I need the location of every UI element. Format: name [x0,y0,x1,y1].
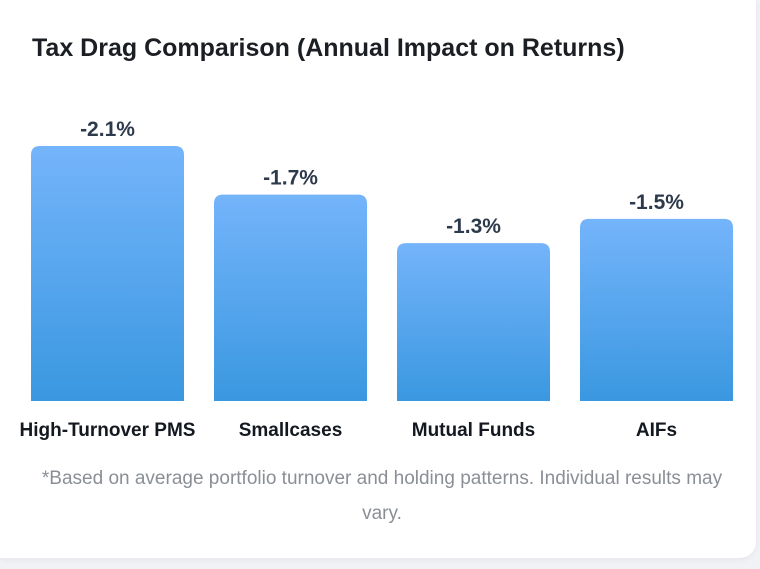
footnote: *Based on average portfolio turnover and… [41,468,723,524]
category-label-0: High-Turnover PMS [20,420,196,441]
category-label-1: Smallcases [239,420,343,441]
bar-0 [31,146,184,401]
value-label-2: -1.3% [446,215,501,238]
chart-title: Tax Drag Comparison (Annual Impact on Re… [32,34,625,62]
bar-chart: -2.1% High-Turnover PMS -1.7% Smallcases -1.… [20,118,733,441]
bars-group: -2.1% High-Turnover PMS -1.7% Smallcases -1.… [20,118,733,441]
category-label-3: AIFs [636,420,677,441]
bar-2 [397,243,550,401]
value-label-1: -1.7% [263,167,318,190]
chart-card: Tax Drag Comparison (Annual Impact on Re… [0,0,756,558]
category-label-2: Mutual Funds [412,420,535,441]
value-label-0: -2.1% [80,118,135,141]
bar-1 [214,194,367,401]
value-label-3: -1.5% [629,191,684,214]
bar-3 [580,218,733,401]
